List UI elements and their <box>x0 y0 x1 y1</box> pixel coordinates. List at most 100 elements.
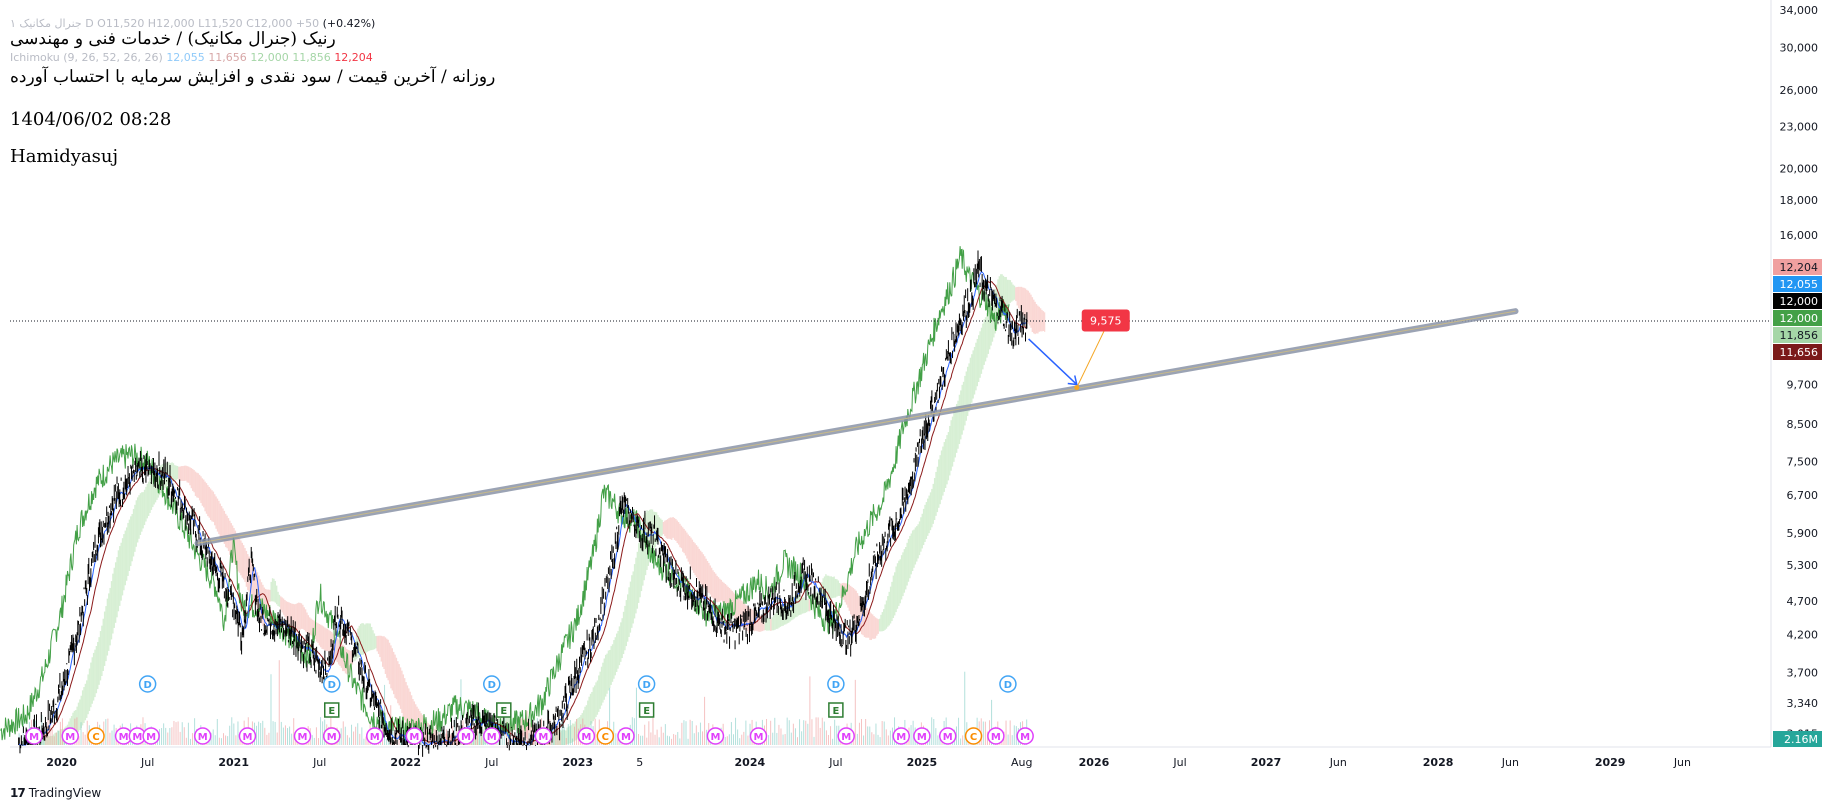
volume-bar <box>175 722 177 745</box>
event-marker-letter: M <box>409 732 419 743</box>
cloud-segment <box>168 462 171 484</box>
cloud-segment <box>761 616 764 632</box>
cloud-segment <box>1035 304 1038 334</box>
cloud-segment <box>196 472 198 498</box>
cloud-segment <box>679 523 681 548</box>
volume-bar <box>986 731 988 745</box>
cloud-segment <box>865 605 867 638</box>
cloud-segment <box>306 612 308 633</box>
cloud-segment <box>622 611 625 655</box>
cloud-segment <box>655 512 658 544</box>
y-tick-label: 9,700 <box>1787 378 1819 391</box>
cloud-segment <box>789 599 791 622</box>
cloud-segment <box>924 504 926 542</box>
volume-bar <box>256 725 258 745</box>
cloud-segment <box>592 687 594 722</box>
cloud-segment <box>638 543 640 603</box>
tradingview-logo[interactable]: 𝟭𝟳 TradingView <box>10 786 101 800</box>
cloud-segment <box>303 607 305 631</box>
meeting-event-icon <box>323 727 341 745</box>
volume-bar <box>526 710 528 745</box>
volume-bar <box>635 687 637 745</box>
cloud-segment <box>570 725 572 743</box>
ichimoku-cloud <box>36 274 1046 745</box>
volume-bar <box>691 720 693 745</box>
cloud-segment <box>75 710 77 736</box>
cloud-segment <box>883 609 885 631</box>
cloud-segment <box>797 594 800 616</box>
trendline-core <box>197 310 1516 544</box>
volume-bar <box>790 732 792 745</box>
volume-bar <box>955 726 957 745</box>
y-tick-label: 5,300 <box>1787 559 1819 572</box>
cloud-segment <box>192 468 194 491</box>
cloud-segment <box>157 467 160 498</box>
cloud-segment <box>964 375 966 426</box>
meeting-event-icon <box>142 727 160 745</box>
volume-bar <box>280 721 282 745</box>
volume-bar <box>811 719 813 745</box>
cloud-segment <box>1017 286 1020 309</box>
cloud-segment <box>848 584 850 611</box>
cloud-segment <box>672 517 674 538</box>
volume-bar <box>780 728 782 745</box>
cloud-segment <box>591 691 593 724</box>
cloud-segment <box>1009 280 1012 303</box>
volume-bar <box>239 738 241 745</box>
cloud-segment <box>686 532 688 559</box>
cloud-segment <box>801 597 804 614</box>
volume-bar <box>664 724 666 745</box>
cloud-segment <box>130 516 132 567</box>
cloud-segment <box>1015 287 1017 302</box>
cloud-segment <box>176 465 179 480</box>
cloud-segment <box>891 581 893 622</box>
dividend-event-icon <box>483 675 501 693</box>
cloud-segment <box>255 569 257 607</box>
volume-bar <box>732 734 734 745</box>
cloud-segment <box>171 462 173 482</box>
volume-bar <box>794 728 796 745</box>
cloud-segment <box>120 542 122 601</box>
indicator-legend[interactable]: Ichimoku (9, 26, 52, 26, 26) 12,055 11,6… <box>10 51 373 64</box>
cloud-segment <box>845 583 848 605</box>
cloud-segment <box>1002 275 1005 314</box>
indicator-name: Ichimoku (9, 26, 52, 26, 26) <box>10 51 163 64</box>
volume-bar <box>183 727 185 745</box>
cloud-segment <box>138 495 140 539</box>
cloud-segment <box>219 503 221 539</box>
volume-bar <box>960 738 962 745</box>
cloud-segment <box>145 486 147 522</box>
meeting-event-icon <box>577 727 596 745</box>
volume-bar <box>561 721 563 745</box>
forecast-arrow <box>1028 338 1078 386</box>
volume-bar <box>481 737 483 745</box>
volume-bar <box>47 718 49 745</box>
volume-bar <box>879 737 881 745</box>
cloud-segment <box>983 319 985 365</box>
cloud-segment <box>866 608 868 638</box>
cloud-segment <box>669 517 672 540</box>
cloud-segment <box>856 593 859 625</box>
cloud-segment <box>596 680 599 715</box>
volume-bar <box>220 738 222 745</box>
meeting-event-icon <box>1016 727 1034 745</box>
cloud-segment <box>565 730 567 745</box>
volume-bar <box>563 726 565 745</box>
cloud-segment <box>920 517 922 552</box>
cloud-segment <box>398 664 400 706</box>
cloud-segment <box>858 595 860 628</box>
volume-bar <box>45 733 47 745</box>
cloud-segment <box>521 718 523 736</box>
meeting-event-icon <box>706 727 725 745</box>
volume-bar <box>189 738 191 745</box>
cloud-segment <box>223 510 226 544</box>
event-marker-letter: M <box>487 732 497 743</box>
volume-bar <box>460 679 462 745</box>
cloud-segment <box>390 645 392 689</box>
volume-bar <box>766 718 768 745</box>
cloud-segment <box>136 497 139 543</box>
cloud-segment <box>186 466 188 483</box>
cloud-segment <box>909 535 911 579</box>
volume-bar <box>1015 726 1017 745</box>
